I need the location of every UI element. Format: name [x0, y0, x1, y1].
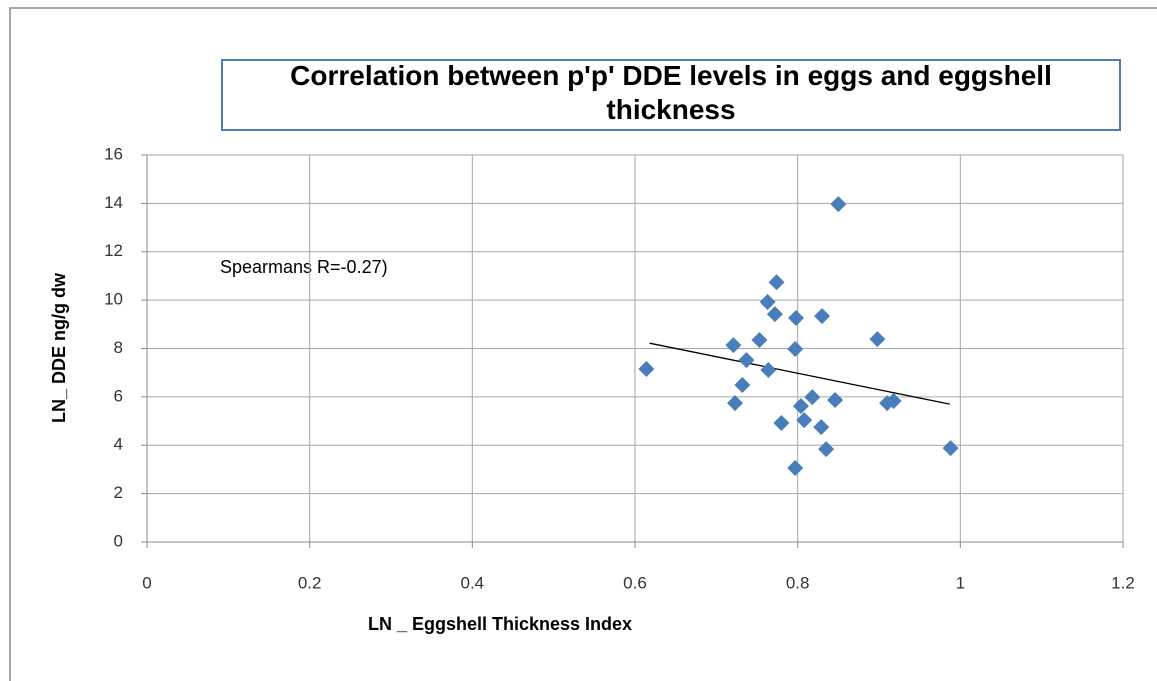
data-point: [813, 419, 830, 436]
data-point: [787, 459, 804, 476]
annotation: Spearmans R=-0.27): [220, 257, 388, 277]
y-tick-label: 14: [104, 193, 123, 212]
chart-title: Correlation between p'p' DDE levels in e…: [290, 60, 1052, 125]
x-tick-label: 0.6: [623, 573, 647, 592]
y-tick-label: 0: [114, 531, 123, 550]
data-point: [773, 414, 790, 431]
data-point: [727, 395, 744, 412]
x-tick-label: 1.2: [1111, 573, 1135, 592]
chart-frame: [9, 7, 1157, 681]
y-tick-label: 12: [104, 241, 123, 260]
data-point: [638, 361, 655, 378]
x-tick-label: 0.4: [461, 573, 485, 592]
data-point: [734, 377, 751, 394]
data-point: [738, 352, 755, 369]
data-point: [788, 310, 805, 327]
y-tick-label: 2: [114, 483, 123, 502]
data-point: [796, 412, 813, 429]
data-point: [766, 306, 783, 323]
y-tick-label: 16: [104, 144, 123, 163]
x-tick-label: 0.8: [786, 573, 810, 592]
data-point: [814, 308, 831, 325]
data-point: [751, 332, 768, 349]
y-tick-label: 6: [114, 386, 123, 405]
x-tick-label: 0.2: [298, 573, 322, 592]
y-tick-label: 8: [114, 338, 123, 357]
x-axis-label: LN _ Eggshell Thickness Index: [368, 614, 632, 634]
data-point: [760, 362, 777, 379]
data-point: [792, 398, 809, 415]
data-point: [787, 340, 804, 357]
x-tick-label: 0: [142, 573, 151, 592]
x-tick-label: 1: [956, 573, 965, 592]
trendline: [649, 342, 950, 405]
data-point: [804, 389, 821, 406]
data-point: [818, 441, 835, 458]
data-point: [768, 274, 785, 291]
data-point: [827, 392, 844, 409]
title-box: [221, 59, 1121, 131]
y-axis-label: LN_ DDE ng/g dw: [49, 272, 69, 423]
data-point: [942, 440, 959, 457]
data-point: [869, 331, 886, 348]
data-point: [759, 294, 776, 311]
y-tick-label: 4: [114, 435, 123, 454]
data-point: [830, 196, 847, 213]
data-point: [725, 337, 742, 354]
y-tick-label: 10: [104, 290, 123, 309]
data-point: [885, 392, 902, 409]
